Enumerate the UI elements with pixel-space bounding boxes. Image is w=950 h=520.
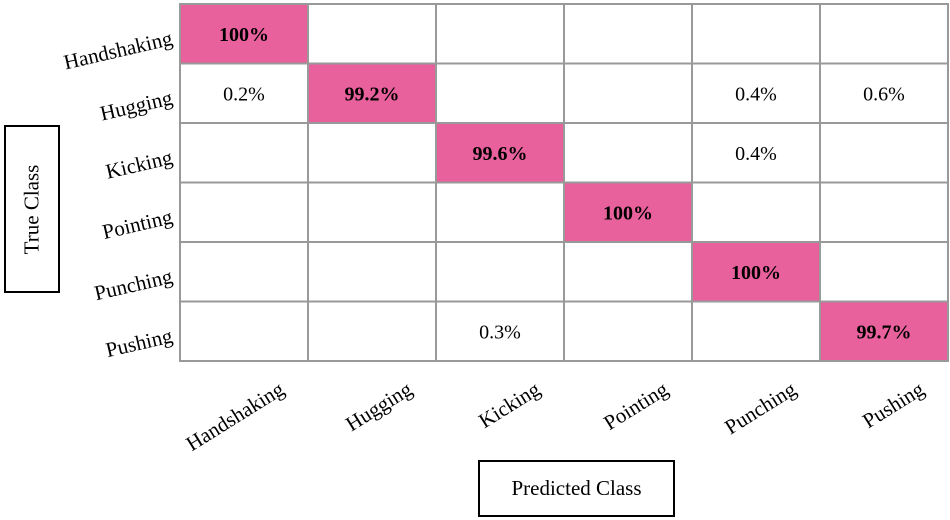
y-axis-label-box: True Class [4,125,60,293]
cell-5-3 [563,300,693,362]
cell-1-0 [179,62,309,124]
col-label-5: Pushing [858,377,929,433]
col-label-4: Punching [720,377,800,440]
cell-value-5-5: 99.7% [857,321,912,343]
cell-value-1-1: 99.2% [345,83,400,105]
cell-5-5 [819,300,949,362]
cell-0-2 [435,3,565,65]
cell-3-4 [691,181,821,243]
cell-0-4 [691,3,821,65]
cell-value-2-2: 99.6% [473,143,528,165]
cell-4-1 [307,241,437,303]
cell-2-0 [179,122,309,184]
cell-0-5 [819,3,949,65]
cell-4-5 [819,241,949,303]
col-label-0: Handshaking [182,377,289,456]
col-label-3: Pointing [599,377,673,435]
cell-0-3 [563,3,693,65]
col-label-2: Kicking [474,377,545,433]
cell-3-2 [435,181,565,243]
cell-value-2-4: 0.4% [735,143,777,165]
cell-1-2 [435,62,565,124]
cell-value-1-0: 0.2% [223,83,265,105]
cell-4-3 [563,241,693,303]
cell-3-5 [819,181,949,243]
cell-3-0 [179,181,309,243]
row-label-5: Pushing [103,323,175,362]
cell-0-0 [179,3,309,65]
cell-0-1 [307,3,437,65]
x-axis-label-box: Predicted Class [478,460,675,517]
cell-2-3 [563,122,693,184]
cell-4-2 [435,241,565,303]
cell-value-1-4: 0.4% [735,83,777,105]
row-label-3: Pointing [100,204,175,244]
cell-3-3 [563,181,693,243]
cell-value-3-3: 100% [603,202,653,224]
cell-value-5-2: 0.3% [479,321,521,343]
row-label-4: Punching [92,264,175,305]
cell-5-0 [179,300,309,362]
col-label-1: Hugging [341,377,416,437]
row-label-1: Hugging [98,85,176,125]
cell-3-1 [307,181,437,243]
cell-2-2 [435,122,565,184]
cell-5-2 [435,300,565,362]
cell-2-5 [819,122,949,184]
cell-value-0-0: 100% [219,24,269,46]
y-axis-label: True Class [19,164,44,254]
cell-5-1 [307,300,437,362]
cell-2-1 [307,122,437,184]
row-label-0: Handshaking [61,26,175,74]
row-label-2: Kicking [103,145,175,184]
cell-value-4-4: 100% [731,262,781,284]
cell-5-4 [691,300,821,362]
x-axis-label: Predicted Class [511,476,642,500]
cell-value-1-5: 0.6% [863,83,905,105]
cell-1-3 [563,62,693,124]
cell-4-0 [179,241,309,303]
